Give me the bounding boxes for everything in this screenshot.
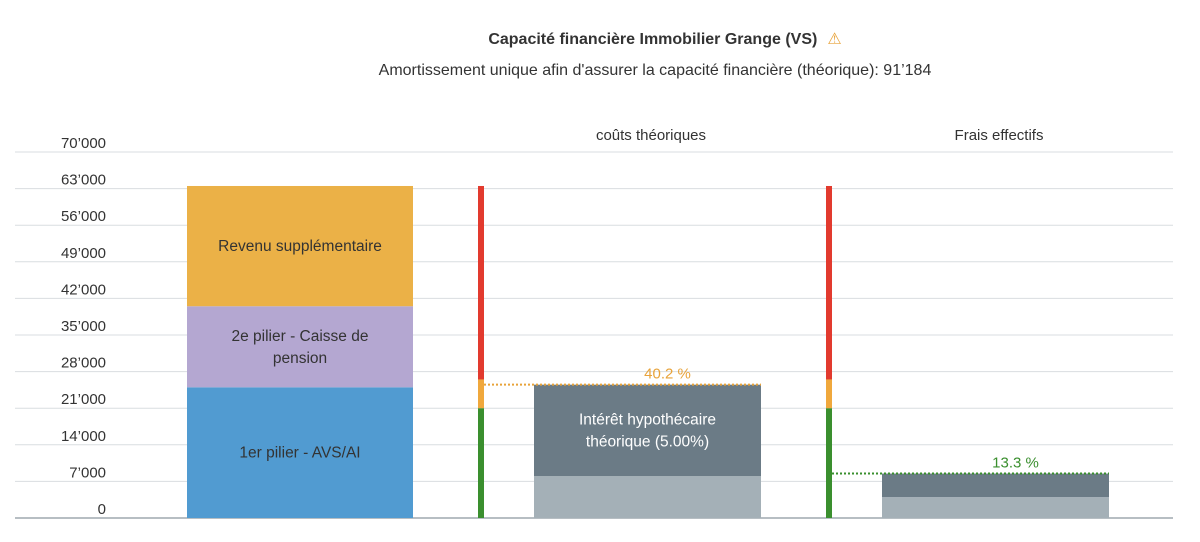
income-bar-segment <box>187 306 413 388</box>
cost-segment-label: Intérêt hypothécaire théorique (5.00%) <box>579 411 716 450</box>
y-tick-label: 42’000 <box>61 281 106 298</box>
cost-bar-segment <box>534 384 761 477</box>
income-segment-label: 1er pilier - AVS/AI <box>239 445 360 462</box>
income-bar-segment <box>187 185 413 307</box>
cost-bar-segment <box>534 476 761 518</box>
threshold-red <box>478 185 484 380</box>
percent-label: 13.3 % <box>992 455 1039 472</box>
y-tick-label: 21’000 <box>61 391 106 408</box>
income-segment-label: Revenu supplémentaire <box>218 238 382 255</box>
income-bar-segment <box>187 387 413 518</box>
y-tick-label: 49’000 <box>61 245 106 262</box>
warning-triangle-icon: ⚠ <box>827 31 842 48</box>
y-tick-label: 56’000 <box>61 208 106 225</box>
threshold-green <box>478 408 484 518</box>
y-tick-label: 7’000 <box>69 464 106 481</box>
category-label: Frais effectifs <box>955 127 1044 144</box>
threshold-orange <box>478 379 484 409</box>
income-segment-label: 2e pilier - Caisse de pension <box>232 328 369 367</box>
y-tick-label: 0 <box>98 501 106 518</box>
threshold-red <box>826 185 832 380</box>
y-tick-label: 63’000 <box>61 172 106 189</box>
y-tick-label: 28’000 <box>61 355 106 372</box>
percent-label: 40.2 % <box>644 366 691 383</box>
y-tick-label: 14’000 <box>61 428 106 445</box>
category-label: coûts théoriques <box>596 127 706 144</box>
y-tick-label: 70’000 <box>61 135 106 152</box>
chart-title: Capacité financière Immobilier Grange (V… <box>0 29 1200 49</box>
threshold-orange <box>826 379 832 409</box>
chart-subtitle: Amortissement unique afin d'assurer la c… <box>378 62 932 79</box>
threshold-green <box>826 408 832 518</box>
cost-bar-segment <box>882 473 1109 498</box>
chart-title-text: Capacité financière Immobilier Grange (V… <box>488 31 818 48</box>
y-tick-label: 35’000 <box>61 318 106 335</box>
cost-bar-segment <box>882 497 1109 518</box>
